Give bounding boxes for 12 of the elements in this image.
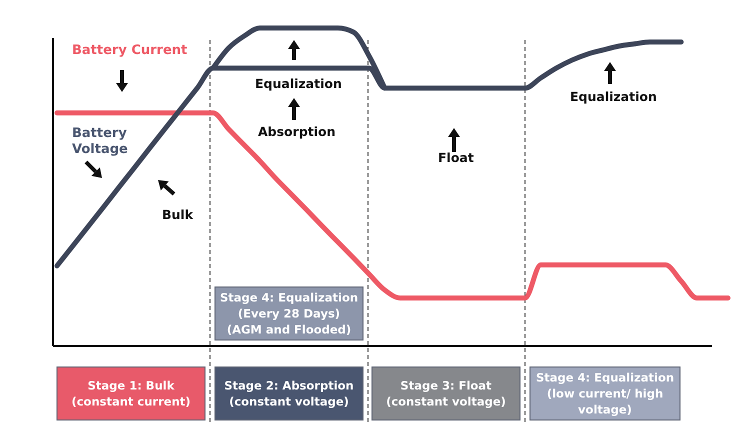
text: Stage 1: Bulk (constant current) bbox=[71, 378, 191, 408]
annotation: Equalization bbox=[570, 89, 657, 104]
annotation: Equalization bbox=[255, 76, 342, 91]
text: Battery Current bbox=[72, 43, 188, 58]
annotation: Absorption bbox=[258, 124, 336, 139]
series-label: Battery Voltage bbox=[72, 126, 128, 157]
annotation: Float bbox=[438, 150, 474, 165]
text: Stage 3: Float (constant voltage) bbox=[386, 378, 506, 408]
annotation: Stage 4: Equalization (Every 28 Days) (AGM and Flooded) bbox=[220, 290, 358, 336]
text: Stage 4: Equalization (low current/ high voltage) bbox=[536, 370, 674, 416]
annotation: Bulk bbox=[162, 207, 194, 222]
text: Stage 2: Absorption (constant voltage) bbox=[224, 378, 354, 408]
